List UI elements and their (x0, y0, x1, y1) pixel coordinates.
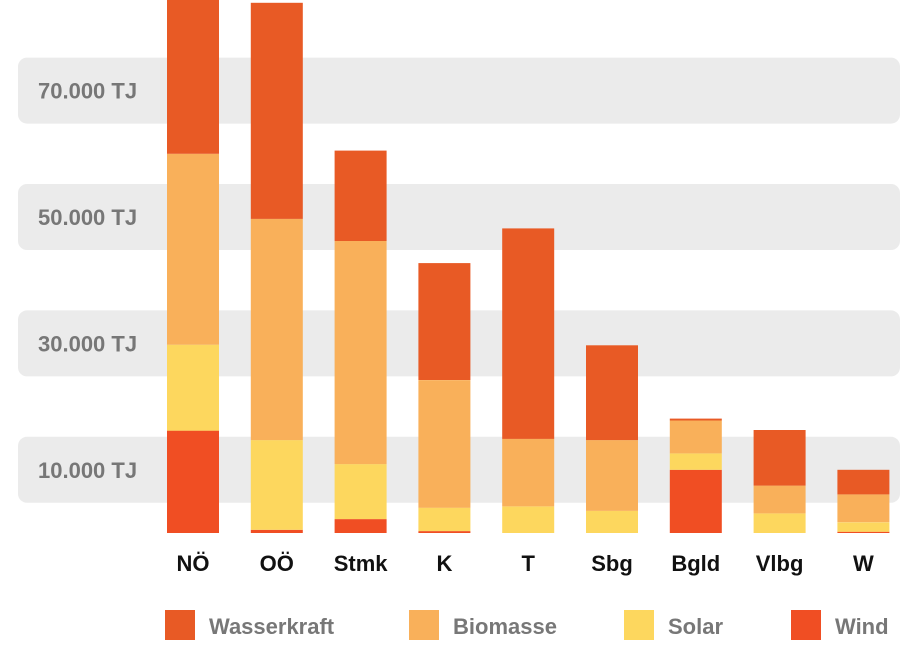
bar-segment-biomasse-w (837, 494, 890, 523)
bar-segment-solar-vlbg (753, 513, 806, 533)
bar-stack-k (418, 263, 471, 533)
x-tick-label: Vlbg (756, 551, 804, 576)
bar-segment-solar-sbg (586, 510, 638, 533)
x-tick-label: T (521, 551, 535, 576)
legend-label: Biomasse (453, 614, 557, 639)
bar-segment-wind-stmk (334, 519, 387, 533)
bar-segment-wind-k (418, 531, 471, 533)
bars (167, 0, 890, 533)
bar-segment-wasserkraft-ooe (250, 2, 303, 219)
bar-segment-wasserkraft-t (502, 228, 555, 439)
bar-segment-biomasse-k (418, 380, 471, 508)
bar-segment-solar-noe (167, 344, 219, 431)
bar-stack-stmk (334, 150, 387, 533)
legend-label: Solar (668, 614, 723, 639)
legend-label: Wind (835, 614, 889, 639)
bar-segment-biomasse-t (502, 438, 555, 507)
y-axis-tick-labels: 10.000 TJ 30.000 TJ 50.000 TJ 70.000 TJ (38, 79, 137, 483)
bar-segment-biomasse-noe (167, 153, 219, 345)
y-tick-label: 70.000 TJ (38, 79, 137, 104)
bar-segment-solar-k (418, 507, 471, 532)
bar-segment-solar-bgld (669, 453, 722, 470)
bar-stack-w (837, 469, 890, 533)
bar-segment-solar-t (502, 506, 555, 533)
y-tick-label: 30.000 TJ (38, 331, 137, 356)
x-tick-label: NÖ (177, 551, 210, 576)
bar-segment-wind-bgld (669, 469, 722, 533)
bar-stack-sbg (586, 345, 638, 533)
bar-segment-biomasse-vlbg (753, 485, 806, 514)
legend-swatch (165, 610, 195, 640)
legend-item-wasserkraft: Wasserkraft (165, 610, 335, 640)
x-tick-label: Stmk (334, 551, 389, 576)
legend-label: Wasserkraft (209, 614, 335, 639)
bar-stack-noe (167, 0, 219, 533)
bar-segment-wind-noe (167, 430, 219, 533)
legend-swatch (624, 610, 654, 640)
legend-swatch (409, 610, 439, 640)
bar-segment-biomasse-bgld (669, 420, 722, 454)
bar-segment-wasserkraft-sbg (586, 345, 638, 441)
legend-item-solar: Solar (624, 610, 723, 640)
y-tick-label: 50.000 TJ (38, 205, 137, 230)
bar-segment-solar-ooe (250, 440, 303, 530)
legend-item-wind: Wind (791, 610, 889, 640)
gridline-band-50000 (18, 184, 900, 250)
bar-segment-wasserkraft-noe (167, 0, 219, 154)
bar-segment-biomasse-stmk (334, 241, 387, 465)
bar-segment-biomasse-sbg (586, 440, 638, 511)
bar-segment-wasserkraft-vlbg (753, 430, 806, 486)
x-axis-tick-labels: NÖ OÖ Stmk K T Sbg Bgld Vlbg W (177, 551, 875, 576)
bar-segment-wind-w (837, 531, 890, 533)
bar-stack-vlbg (753, 430, 806, 533)
bar-segment-wasserkraft-k (418, 263, 471, 380)
legend-swatch (791, 610, 821, 640)
x-tick-label: Bgld (671, 551, 720, 576)
y-gridline-bands (18, 57, 900, 503)
gridline-band-70000 (18, 57, 900, 124)
x-tick-label: Sbg (591, 551, 633, 576)
bar-segment-wasserkraft-bgld (669, 418, 722, 421)
bar-segment-solar-w (837, 522, 890, 532)
legend: Wasserkraft Biomasse Solar Wind (165, 610, 889, 640)
x-tick-label: W (853, 551, 874, 576)
bar-stack-bgld (669, 418, 722, 533)
bar-stack-ooe (250, 2, 303, 533)
bar-segment-wasserkraft-stmk (334, 150, 387, 241)
legend-item-biomasse: Biomasse (409, 610, 557, 640)
x-tick-label: K (436, 551, 452, 576)
bar-segment-wasserkraft-w (837, 469, 890, 495)
bar-segment-biomasse-ooe (250, 218, 303, 441)
x-tick-label: OÖ (260, 551, 294, 576)
y-tick-label: 10.000 TJ (38, 458, 137, 483)
bar-segment-solar-stmk (334, 464, 387, 520)
bar-stack-t (502, 228, 555, 533)
bar-segment-wind-ooe (250, 529, 303, 533)
